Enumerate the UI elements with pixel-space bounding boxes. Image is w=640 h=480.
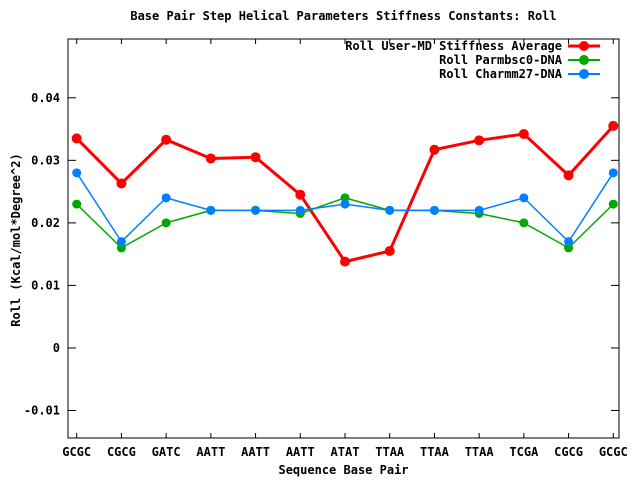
- x-tick-label: AATT: [241, 445, 270, 459]
- legend-line-marker-sample: [568, 40, 600, 52]
- data-point: [563, 170, 574, 181]
- data-point: [116, 178, 127, 189]
- data-point: [385, 205, 395, 215]
- y-tick-label: 0.01: [31, 278, 60, 292]
- y-tick-label: 0.03: [31, 153, 60, 167]
- data-point: [206, 205, 216, 215]
- chart-title: Base Pair Step Helical Parameters Stiffn…: [130, 9, 557, 23]
- x-tick-label: TCGA: [509, 445, 539, 459]
- x-tick-label: CGCG: [554, 445, 583, 459]
- legend-item: Roll User-MD Stiffness Average: [345, 39, 600, 53]
- x-axis-label: Sequence Base Pair: [278, 463, 409, 477]
- data-point: [72, 168, 82, 178]
- x-tick-label: GCGC: [62, 445, 91, 459]
- x-tick-label: ATAT: [331, 445, 360, 459]
- data-point: [608, 199, 618, 209]
- data-point: [608, 168, 618, 178]
- data-point: [295, 189, 306, 200]
- legend-item: Roll Parmbsc0-DNA: [345, 53, 600, 67]
- data-point: [474, 205, 484, 215]
- x-tick-label: CGCG: [107, 445, 136, 459]
- legend-line-marker-sample: [568, 68, 600, 80]
- x-tick-label: TTAA: [375, 445, 405, 459]
- data-point: [71, 133, 82, 144]
- x-tick-label: AATT: [286, 445, 315, 459]
- data-point: [250, 152, 261, 163]
- x-tick-label: GATC: [152, 445, 181, 459]
- data-point: [161, 134, 172, 145]
- data-point: [564, 237, 574, 247]
- y-tick-label: -0.01: [24, 403, 60, 417]
- data-point: [340, 193, 350, 203]
- legend-label: Roll Charmm27-DNA: [439, 67, 562, 81]
- data-point: [429, 205, 439, 215]
- data-point: [251, 205, 261, 215]
- y-tick-label: 0.04: [31, 91, 60, 105]
- data-point: [116, 243, 126, 253]
- plot-border: [67, 38, 620, 439]
- data-point: [161, 218, 171, 228]
- data-point: [161, 193, 171, 203]
- data-point: [205, 153, 216, 164]
- legend-label: Roll User-MD Stiffness Average: [345, 39, 562, 53]
- data-point: [518, 129, 529, 140]
- legend-item: Roll Charmm27-DNA: [345, 67, 600, 81]
- x-tick-label: AATT: [196, 445, 225, 459]
- data-point: [116, 237, 126, 247]
- x-tick-label: GCGC: [599, 445, 628, 459]
- data-point: [474, 135, 485, 146]
- data-point: [519, 218, 529, 228]
- y-tick-label: 0.02: [31, 216, 60, 230]
- data-point: [340, 199, 350, 209]
- data-point: [608, 120, 619, 131]
- legend-label: Roll Parmbsc0-DNA: [439, 53, 562, 67]
- legend: Roll User-MD Stiffness Average Roll Parm…: [345, 39, 600, 81]
- data-point: [295, 205, 305, 215]
- legend-line-marker-sample: [568, 54, 600, 66]
- y-axis-label: Roll (Kcal/mol*Degree^2): [9, 153, 23, 327]
- data-point: [72, 199, 82, 209]
- data-point: [384, 246, 395, 257]
- y-tick-label: 0: [53, 341, 60, 355]
- data-point: [519, 193, 529, 203]
- data-point: [429, 144, 440, 155]
- x-tick-label: TTAA: [465, 445, 495, 459]
- data-point: [339, 256, 350, 267]
- data-point: [564, 243, 574, 253]
- x-tick-label: TTAA: [420, 445, 450, 459]
